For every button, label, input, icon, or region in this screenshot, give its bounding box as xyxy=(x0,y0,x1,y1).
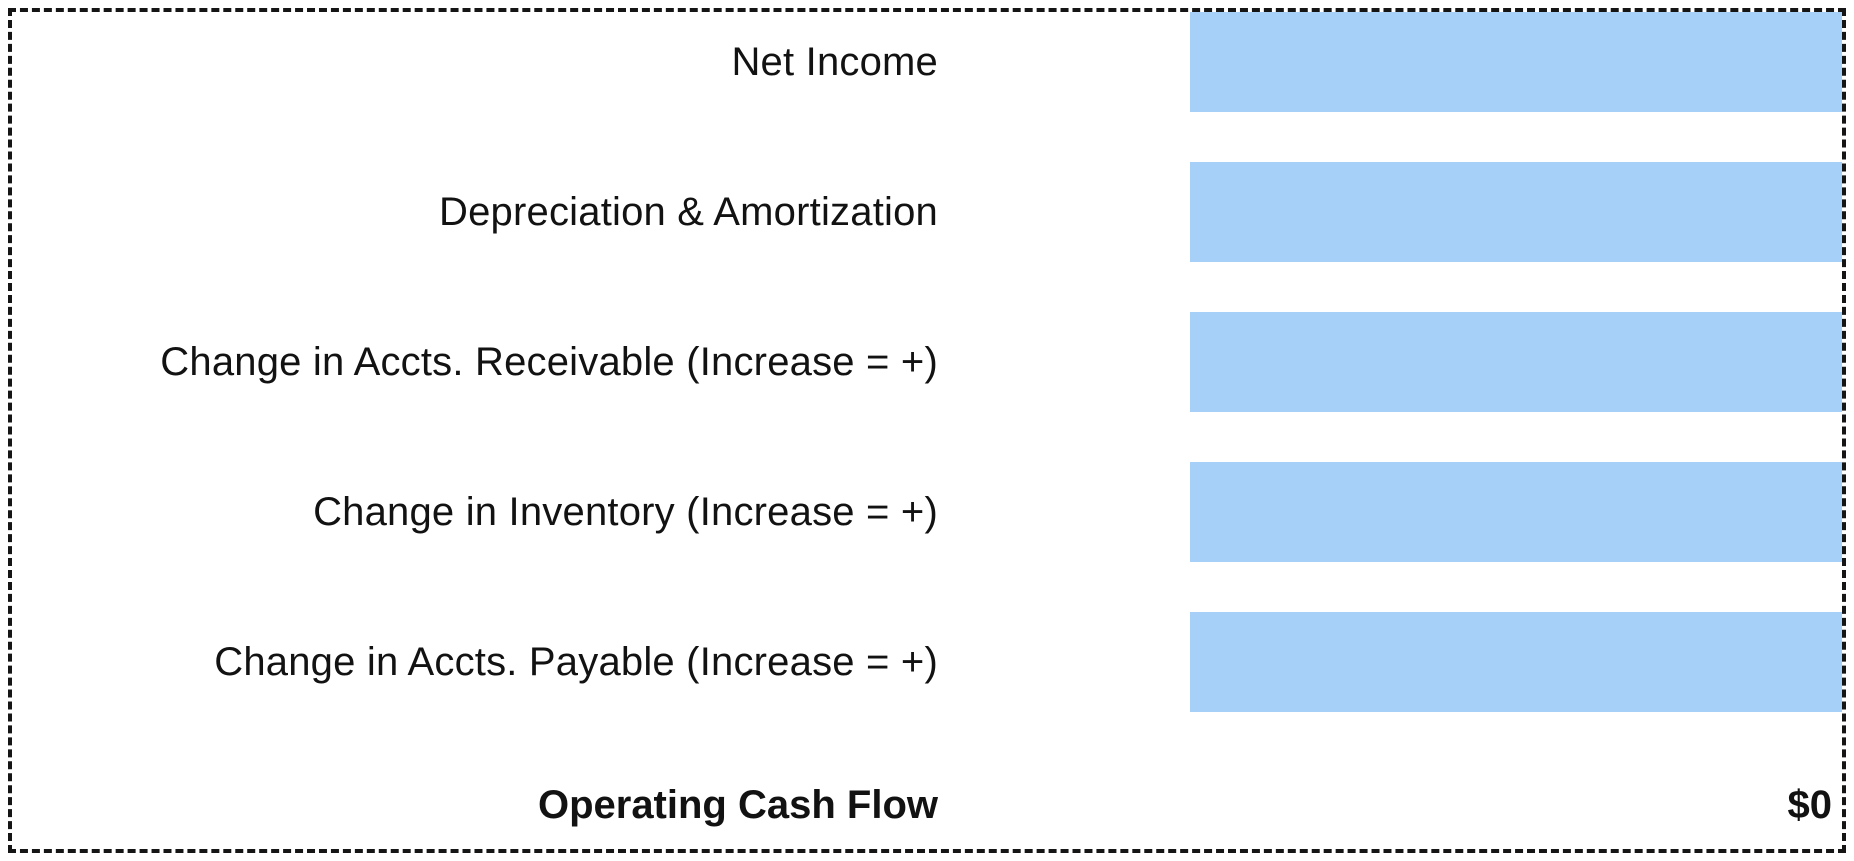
label-input-gap xyxy=(938,462,1190,562)
row-net-income: Net Income xyxy=(12,12,1842,162)
net-income-label: Net Income xyxy=(731,39,938,84)
row-operating-cash-flow-total: Operating Cash Flow $0 xyxy=(12,762,1842,849)
row-change-inventory: Change in Inventory (Increase = +) xyxy=(12,462,1842,612)
row-change-accts-receivable: Change in Accts. Receivable (Increase = … xyxy=(12,312,1842,462)
net-income-input-cell xyxy=(1190,12,1842,112)
label-input-gap xyxy=(938,12,1190,112)
depreciation-amortization-label: Depreciation & Amortization xyxy=(439,189,938,234)
change-accts-payable-label: Change in Accts. Payable (Increase = +) xyxy=(214,639,938,684)
worksheet-dashed-frame: Net Income Depreciation & Amortization C… xyxy=(8,8,1846,853)
label-input-gap xyxy=(938,612,1190,712)
change-accts-receivable-input[interactable] xyxy=(1190,312,1842,412)
change-inventory-input-cell xyxy=(1190,462,1842,562)
operating-cash-flow-value: $0 xyxy=(1787,783,1833,827)
change-accts-payable-input[interactable] xyxy=(1190,612,1842,712)
row-change-accts-payable: Change in Accts. Payable (Increase = +) xyxy=(12,612,1842,762)
operating-cash-flow-label: Operating Cash Flow xyxy=(537,783,938,827)
depreciation-amortization-input-cell xyxy=(1190,162,1842,262)
row-depreciation-amortization: Depreciation & Amortization xyxy=(12,162,1842,312)
change-inventory-label: Change in Inventory (Increase = +) xyxy=(313,489,938,534)
change-inventory-input[interactable] xyxy=(1190,462,1842,562)
depreciation-amortization-input[interactable] xyxy=(1190,162,1842,262)
label-input-gap xyxy=(938,162,1190,262)
net-income-input[interactable] xyxy=(1190,12,1842,112)
change-accts-receivable-input-cell xyxy=(1190,312,1842,412)
change-accts-payable-input-cell xyxy=(1190,612,1842,712)
label-input-gap xyxy=(938,312,1190,412)
change-accts-receivable-label: Change in Accts. Receivable (Increase = … xyxy=(160,339,938,384)
